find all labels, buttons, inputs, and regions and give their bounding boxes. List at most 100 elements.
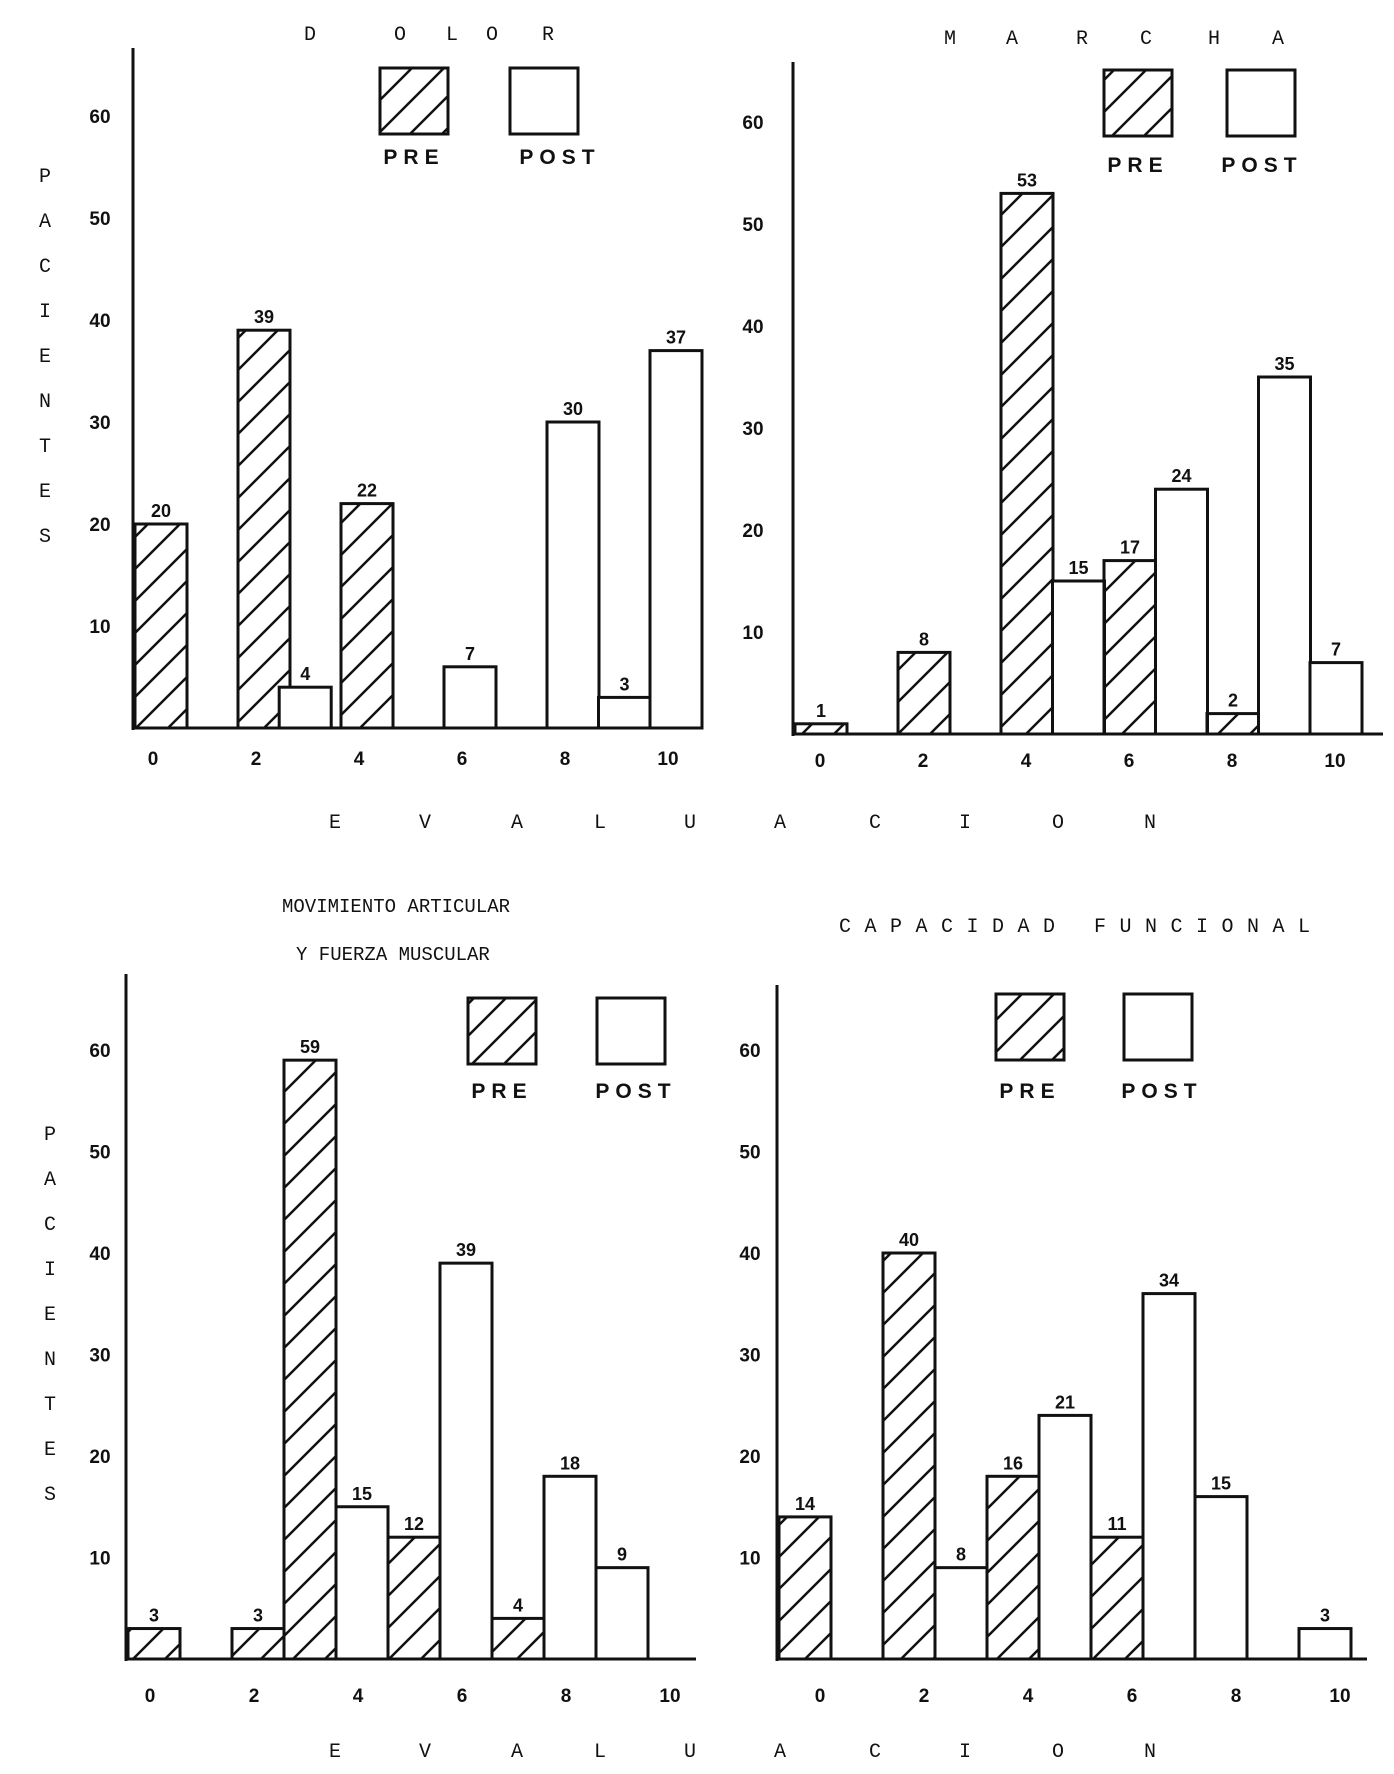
bar-post [1308,661,1364,736]
y-axis-label-letter: I [39,301,51,324]
data-label: 35 [1274,354,1294,374]
bar-post [277,685,333,730]
chart-title-letter: A [1272,916,1284,939]
data-label: 21 [1055,1392,1075,1412]
chart-title-letter: P [890,916,902,939]
chart-dolor: 60 50 40 30 20 10 0 2 4 6 8 10 20 39 4 22 7 30 3 37 PRE POST D… [89,24,704,770]
data-label: 40 [899,1230,919,1250]
x-axis-label-letter: A [774,812,786,835]
data-label: 37 [666,328,686,348]
data-label: 3 [1320,1606,1330,1626]
chart-title-letter: H [1208,28,1220,51]
y-axis-label-letter: T [44,1394,56,1417]
y-axis-label-letter: A [44,1169,56,1192]
bar-pre [126,1627,182,1661]
x-axis-label-letter: U [684,1741,696,1764]
x-axis-label-letter: A [774,1741,786,1764]
y-tick-label: 20 [742,521,763,542]
chart-title-letter: A [915,916,927,939]
y-tick-label: 10 [739,1549,760,1570]
y-tick-label: 40 [89,311,110,332]
bar-pre [793,722,849,736]
x-tick-label: 4 [353,1686,364,1707]
legend-post-label: POST [1121,1080,1202,1103]
x-tick-label: 2 [918,751,929,772]
x-tick-label: 2 [249,1686,260,1707]
chart-title-letter: A [1017,916,1029,939]
chart-movimiento-articular: 60 50 40 30 20 10 0 2 4 6 8 10 3 3 59 15 12 39 4 18 9 PRE POST… [89,896,696,1707]
x-tick-label: 4 [1023,1686,1034,1707]
y-tick-label: 50 [742,215,763,236]
y-tick-label: 60 [742,113,763,134]
y-tick-label: 60 [89,107,110,128]
x-axis-label-letter: L [594,1741,606,1764]
data-label: 59 [300,1037,320,1057]
chart-title-letter: M [944,28,956,51]
x-tick-label: 8 [561,1686,572,1707]
data-label: 12 [404,1514,424,1534]
data-label: 14 [795,1494,815,1514]
y-tick-label: 50 [739,1143,760,1164]
chart-title-letter: D [992,916,1004,939]
bar-pre [236,328,292,730]
chart-title-letter: I [966,916,978,939]
legend-post-label: POST [595,1080,676,1103]
chart-title-letter: L [446,24,458,47]
y-axis-label-letter: E [39,481,51,504]
legend-pre-label: PRE [383,146,444,169]
x-axis-label-letter: A [511,1741,523,1764]
y-tick-label: 10 [89,617,110,638]
data-label: 15 [352,1484,372,1504]
y-axis-label-letter: S [44,1484,56,1507]
chart-title-letter: O [1221,916,1233,939]
y-axis-label-letter: P [39,166,51,189]
x-axis-label-letter: A [511,812,523,835]
x-tick-label: 10 [657,749,678,770]
bar-post [1257,375,1312,736]
x-tick-label: 6 [457,1686,468,1707]
bar-post [442,665,498,730]
bar-post [1154,487,1209,736]
data-label: 7 [1331,640,1341,660]
y-axis-label-letter: P [44,1124,56,1147]
chart-title-letter: O [394,24,406,47]
chart-title-line: MOVIMIENTO ARTICULAR [282,896,510,918]
data-label: 39 [456,1240,476,1260]
y-tick-label: 30 [89,1346,110,1367]
bar-post [545,420,601,730]
bar-post [1141,1292,1197,1661]
x-axis-label-letter: E [329,1741,341,1764]
y-axis-label-letter: E [39,346,51,369]
x-axis-label-letter: O [1052,812,1064,835]
x-tick-label: 6 [1124,751,1135,772]
data-label: 9 [617,1545,627,1565]
data-label: 20 [151,501,171,521]
x-axis-label-letter: L [594,812,606,835]
y-tick-label: 30 [89,413,110,434]
legend-post-swatch [1122,992,1194,1062]
x-tick-label: 0 [815,1686,826,1707]
y-tick-label: 60 [739,1041,760,1062]
x-axis-label-letter: I [959,812,971,835]
chart-title-letter: C [1140,28,1152,51]
x-tick-label: 10 [659,1686,680,1707]
x-tick-label: 2 [919,1686,930,1707]
data-label: 30 [563,399,583,419]
y-tick-label: 30 [739,1346,760,1367]
chart-title-letter: L [1298,916,1310,939]
chart-title-letter: N [1247,916,1259,939]
bar-pre [1102,559,1158,736]
data-label: 2 [1228,691,1238,711]
legend-post-swatch [595,996,667,1066]
bar-pre [386,1535,442,1661]
legend-post-swatch [508,66,580,136]
data-label: 24 [1171,466,1191,486]
x-tick-label: 8 [1231,1686,1242,1707]
data-label: 18 [560,1453,580,1473]
chart-title-letter: D [304,24,316,47]
y-axis-label-letter: A [39,211,51,234]
bar-pre [999,191,1055,736]
